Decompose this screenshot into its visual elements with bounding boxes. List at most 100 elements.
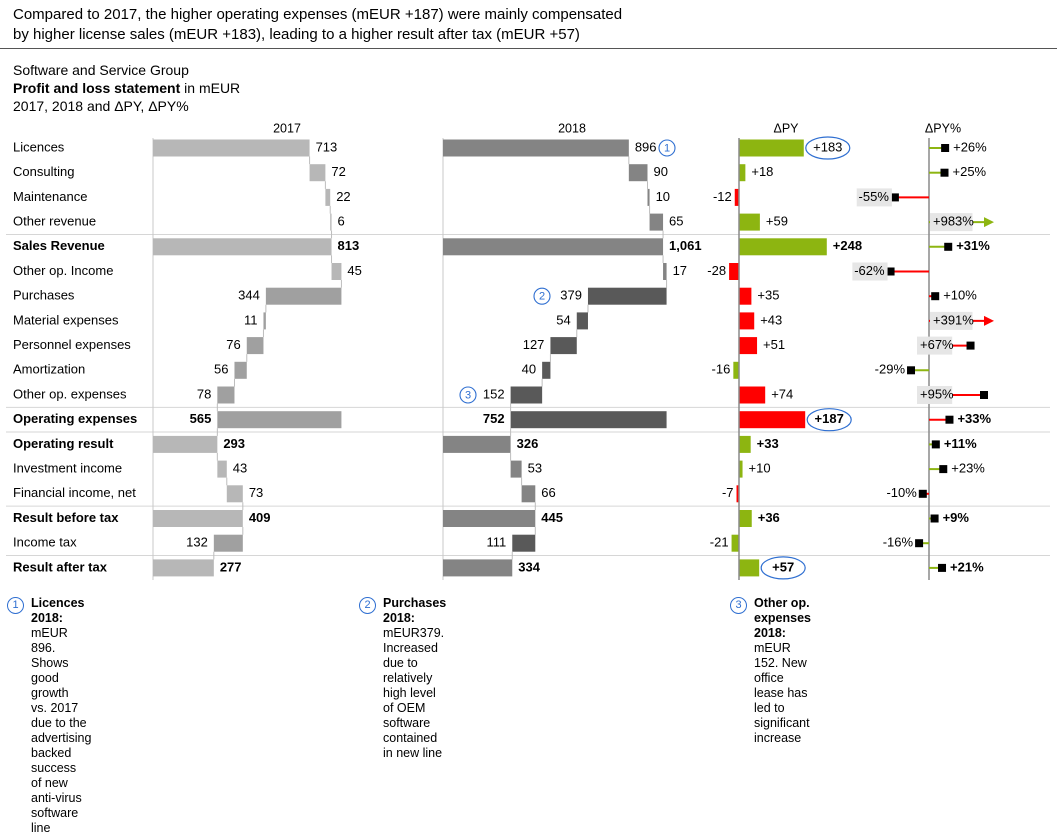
delta-pct-head — [966, 341, 975, 350]
delta-bar — [739, 559, 760, 577]
category-label: Other op. Income — [13, 263, 113, 278]
category-label: Licences — [13, 139, 65, 154]
delta-pct-head — [886, 267, 895, 276]
value-label-2018: 752 — [483, 411, 505, 426]
bar-2018 — [510, 411, 667, 429]
delta-bar — [739, 386, 766, 404]
value-label-2018: 379 — [560, 288, 582, 303]
value-label-2018: 90 — [653, 164, 667, 179]
delta-bar — [739, 312, 755, 330]
note-marker-number: 3 — [465, 389, 471, 401]
delta-label: +18 — [751, 164, 773, 179]
delta-pct-head — [930, 514, 939, 523]
bar-2018 — [576, 312, 588, 330]
delta-bar — [739, 238, 827, 256]
value-label-2018: 66 — [541, 485, 555, 500]
delta-pct-label: +11% — [944, 436, 977, 451]
bar-2018 — [443, 435, 511, 453]
category-label: Investment income — [13, 461, 122, 476]
value-label-2018: 10 — [656, 189, 670, 204]
value-label-2018: 445 — [541, 510, 563, 525]
delta-bar — [729, 263, 739, 280]
delta-label: -28 — [707, 263, 726, 278]
delta-bar — [739, 213, 760, 231]
delta-bar — [734, 188, 739, 206]
delta-pct-label-bg — [852, 262, 888, 281]
delta-bar — [739, 164, 746, 182]
delta-label: +59 — [766, 214, 788, 229]
value-label-2018: 17 — [673, 263, 687, 278]
note-2-marker: 2 — [359, 597, 376, 614]
value-label-2018: 53 — [528, 461, 542, 476]
category-label: Material expenses — [13, 312, 119, 327]
delta-pct-label: +391% — [933, 312, 974, 327]
value-label-2017: 78 — [197, 386, 211, 401]
category-label: Operating expenses — [13, 411, 137, 426]
delta-pct-label: +10% — [943, 288, 977, 303]
note-1-line-3: of new anti-virus software line — [31, 776, 82, 835]
note-marker-number: 2 — [539, 291, 545, 303]
note-1-title: Licences 2018: — [31, 596, 85, 625]
delta-highlight-circle — [806, 408, 852, 432]
bar-2017 — [153, 139, 310, 157]
delta-pct-label: +25% — [953, 164, 987, 179]
value-label-2017: 43 — [233, 461, 247, 476]
value-label-2018: 152 — [483, 386, 505, 401]
bar-2017 — [325, 188, 331, 206]
category-label: Personnel expenses — [13, 337, 131, 352]
delta-label: +183 — [813, 139, 842, 154]
note-2-line-1: mEUR379. Increased due to — [383, 626, 445, 670]
note-marker — [533, 287, 551, 305]
delta-bar — [739, 435, 751, 453]
category-label: Result before tax — [13, 510, 119, 525]
value-label-2018: 896 — [635, 139, 657, 154]
delta-label: +248 — [833, 238, 862, 253]
bar-2017 — [331, 263, 342, 280]
bar-2018 — [587, 287, 667, 305]
delta-pct-label: -29% — [875, 362, 906, 377]
value-label-2017: 409 — [249, 510, 271, 525]
delta-pct-head — [890, 193, 899, 202]
bar-2018 — [443, 238, 664, 256]
delta-pct-label: -62% — [854, 263, 885, 278]
delta-highlight-circle — [760, 556, 806, 580]
delta-pct-head — [939, 465, 948, 474]
delta-bar — [739, 411, 806, 429]
bar-2018 — [663, 263, 667, 280]
delta-highlight-circle — [805, 136, 851, 160]
bar-2017 — [213, 534, 243, 552]
delta-pct-head — [945, 415, 954, 424]
bar-2017 — [153, 559, 214, 577]
value-label-2018: 127 — [523, 337, 545, 352]
bar-2017 — [226, 485, 243, 503]
delta-pct-outlier-arrow — [984, 315, 994, 326]
note-marker-number: 1 — [664, 142, 670, 154]
delta-label: -21 — [710, 535, 729, 550]
category-label: Other revenue — [13, 214, 96, 229]
delta-label: +57 — [772, 559, 794, 574]
value-label-2017: 344 — [238, 288, 260, 303]
delta-label: +74 — [771, 386, 793, 401]
report-title-unit: in mEUR — [180, 80, 241, 96]
value-label-2017: 56 — [214, 362, 228, 377]
comment-notes: 1 Licences 2018: mEUR 896. Shows good gr… — [0, 594, 1057, 835]
value-label-2018: 326 — [517, 436, 539, 451]
value-label-2018: 334 — [518, 559, 540, 574]
header-2018: 2018 — [558, 121, 586, 135]
value-label-2018: 40 — [522, 362, 536, 377]
headline-line-2: by higher license sales (mEUR +183), lea… — [13, 26, 580, 43]
note-1-line-2: vs. 2017 due to the advertising backed s… — [31, 701, 92, 775]
value-label-2018: 111 — [487, 535, 507, 550]
delta-pct-label: +31% — [956, 238, 990, 253]
bar-2018 — [443, 510, 536, 527]
note-2-title: Purchases 2018: — [383, 596, 447, 625]
delta-pct-head — [980, 391, 988, 399]
bar-2017 — [217, 411, 342, 429]
bar-2018 — [542, 361, 551, 379]
category-label: Amortization — [13, 362, 85, 377]
value-label-2017: 22 — [336, 189, 350, 204]
bar-2017 — [265, 287, 342, 305]
category-label: Sales Revenue — [13, 238, 105, 253]
value-label-2018: 1,061 — [669, 238, 702, 253]
delta-label: +43 — [760, 312, 782, 327]
